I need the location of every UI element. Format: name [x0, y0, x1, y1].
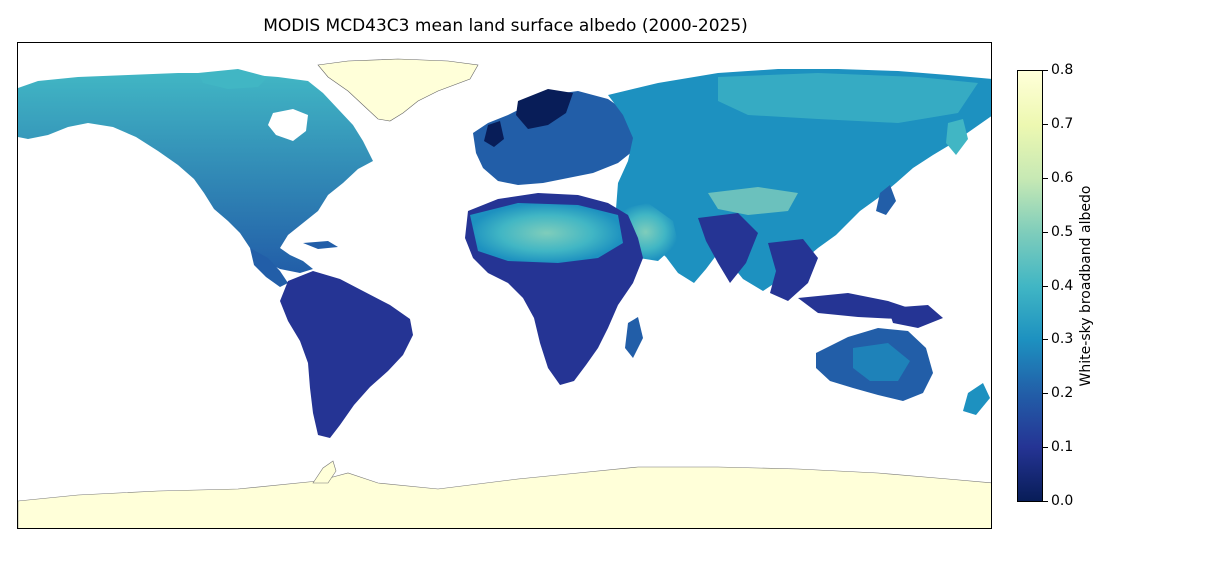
sahara: [470, 203, 623, 263]
tick-mark: [1043, 501, 1048, 502]
tick-mark: [1043, 286, 1048, 287]
tick-mark: [1043, 447, 1048, 448]
southeast-asia: [768, 239, 818, 301]
british-isles: [484, 121, 504, 147]
albedo-map: [17, 42, 992, 529]
caribbean: [303, 241, 338, 249]
tick-label: 0.0: [1051, 493, 1074, 509]
tick-mark: [1043, 124, 1048, 125]
arctic-archipelago: [198, 69, 268, 89]
japan: [876, 185, 896, 215]
tick-label: 0.6: [1051, 170, 1074, 186]
central-america: [250, 248, 288, 287]
tick-mark: [1043, 232, 1048, 233]
tick-label: 0.8: [1051, 62, 1074, 78]
tick-mark: [1043, 393, 1048, 394]
colorbar: [1017, 70, 1043, 502]
australia-interior: [853, 343, 910, 381]
tick-label: 0.5: [1051, 224, 1074, 240]
tick-label: 0.3: [1051, 331, 1074, 347]
map-title: MODIS MCD43C3 mean land surface albedo (…: [263, 16, 748, 36]
colorbar-label: White-sky broadband albedo: [1078, 185, 1094, 387]
hudson-bay: [268, 109, 308, 141]
kamchatka: [946, 119, 968, 155]
tick-mark: [1043, 339, 1048, 340]
madagascar: [625, 317, 643, 358]
antarctic-peninsula: [312, 460, 337, 484]
tick-label: 0.1: [1051, 439, 1074, 455]
tibetan-plateau: [708, 187, 798, 215]
greenland: [317, 58, 479, 122]
tick-label: 0.2: [1051, 385, 1074, 401]
siberia-high-albedo: [718, 73, 978, 123]
tick-mark: [1043, 70, 1048, 71]
indonesia: [798, 293, 918, 319]
antarctica: [18, 466, 991, 528]
colorbar-ticks: 0.0 0.1 0.2 0.3 0.4 0.5 0.6 0.7 0.8: [1043, 63, 1083, 508]
south-america: [280, 271, 413, 438]
tick-label: 0.7: [1051, 116, 1074, 132]
tick-label: 0.4: [1051, 278, 1074, 294]
world-map-svg: [18, 58, 991, 528]
new-zealand: [963, 383, 990, 415]
europe: [473, 91, 638, 185]
tick-mark: [1043, 178, 1048, 179]
new-guinea: [888, 305, 943, 328]
scandinavia: [516, 89, 573, 129]
indian-subcontinent: [698, 213, 758, 283]
asia: [608, 69, 991, 291]
